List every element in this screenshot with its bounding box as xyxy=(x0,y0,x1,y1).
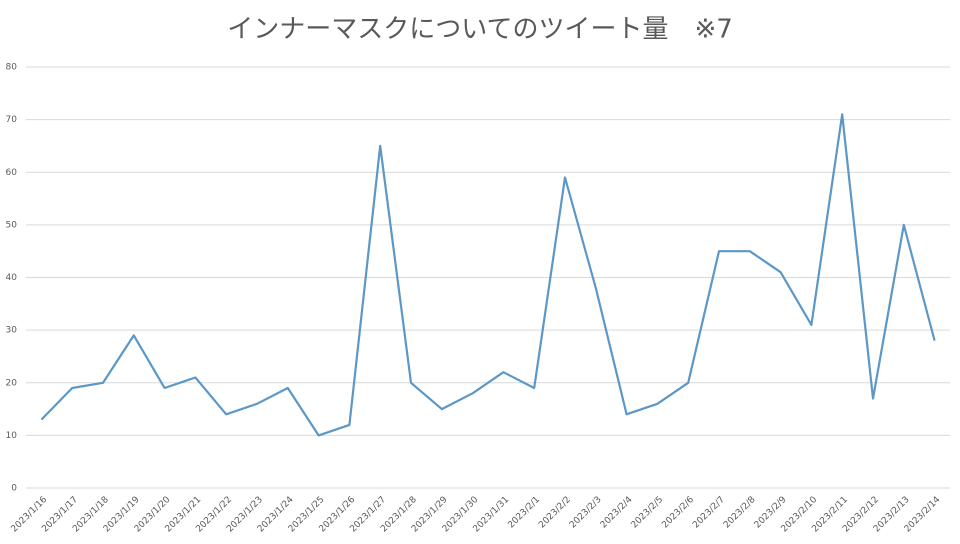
y-tick-label: 60 xyxy=(6,168,18,178)
y-tick-label: 70 xyxy=(6,115,18,125)
x-tick-label: 2023/2/3 xyxy=(568,495,604,531)
y-tick-label: 10 xyxy=(6,431,18,441)
x-tick-label: 2023/2/1 xyxy=(506,495,542,531)
x-tick-label: 2023/2/5 xyxy=(630,495,666,531)
y-tick-label: 20 xyxy=(6,378,18,388)
y-tick-label: 40 xyxy=(6,273,18,283)
y-tick-label: 0 xyxy=(11,484,17,494)
x-tick-label: 2023/2/2 xyxy=(537,495,573,531)
data-line xyxy=(40,113,936,437)
y-tick-label: 80 xyxy=(6,63,18,73)
x-tick-label: 2023/2/7 xyxy=(691,495,727,531)
chart-title: インナーマスクについてのツイート量 ※7 xyxy=(227,15,733,45)
x-tick-label: 2023/2/8 xyxy=(722,495,758,531)
y-tick-label: 30 xyxy=(6,326,18,336)
y-tick-label: 50 xyxy=(6,220,18,230)
x-tick-label: 2023/2/6 xyxy=(660,495,696,531)
x-tick-label: 2023/2/4 xyxy=(599,495,635,531)
